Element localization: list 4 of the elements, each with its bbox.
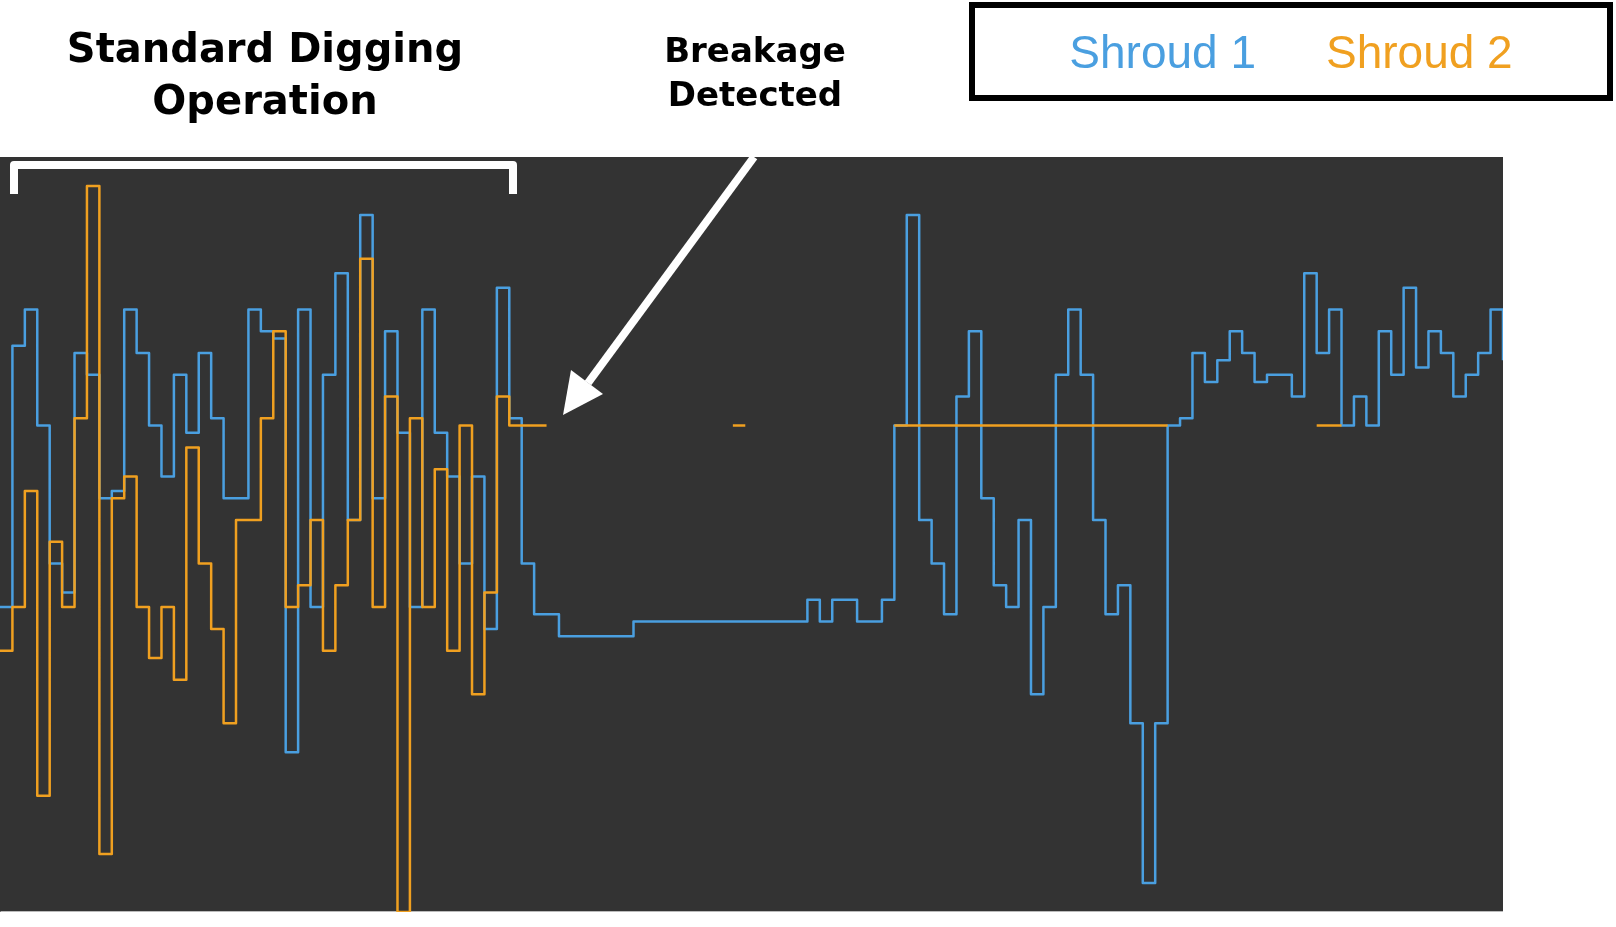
text: Breakage Detected <box>663 29 847 117</box>
text: Shroud 2 <box>1326 24 1513 79</box>
text: Shroud 1 <box>1069 24 1256 79</box>
text: Standard Digging Operation <box>65 24 465 125</box>
